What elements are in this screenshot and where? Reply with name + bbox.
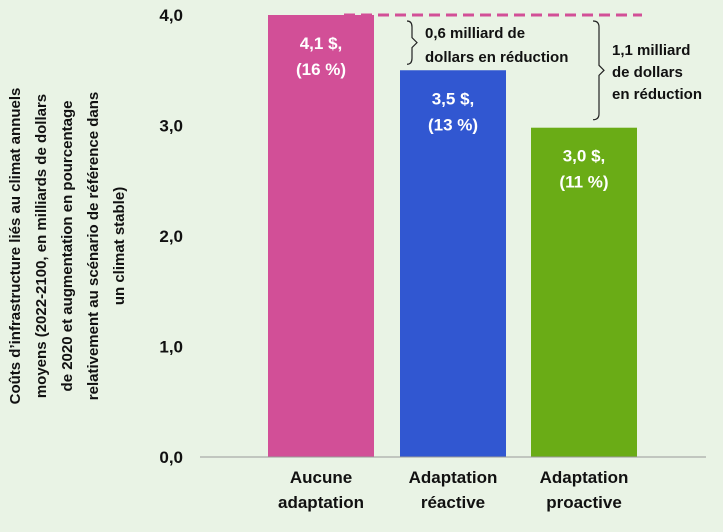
y-tick-label: 4,0 (159, 6, 183, 25)
x-category-label: proactive (546, 493, 622, 512)
y-axis-title: Coûts d’infrastructure liés au climat an… (7, 88, 128, 405)
x-category-label: Adaptation (409, 468, 498, 487)
annotation-text-reactive: dollars en réduction (425, 49, 568, 66)
y-axis-ticks: 0,0 1,0 2,0 3,0 4,0 (159, 6, 183, 467)
x-category-label: réactive (421, 493, 485, 512)
y-axis-title-line: moyens (2022-2100, en milliards de dolla… (33, 94, 50, 398)
y-axis-title-line: de 2020 et augmentation en pourcentage (59, 101, 76, 392)
y-axis-title-line: Coûts d’infrastructure liés au climat an… (7, 88, 24, 405)
bars: 4,1 $, (16 %) 3,5 $, (13 %) 3,0 $, (11 %) (268, 15, 637, 458)
x-category-label: Aucune (290, 468, 352, 487)
bar-data-label: (11 %) (559, 173, 608, 192)
brace-icon (406, 20, 418, 65)
bar (400, 70, 506, 457)
annotation-text-proactive: en réduction (612, 86, 702, 103)
annotation-text-proactive: 1,1 milliard (612, 42, 690, 59)
y-tick-label: 3,0 (159, 117, 183, 136)
y-axis-title-lines: Coûts d’infrastructure liés au climat an… (7, 88, 128, 405)
brace-icon (592, 20, 605, 121)
x-category-label: adaptation (278, 493, 364, 512)
x-axis-categories: Aucune adaptation Adaptation réactive Adapta… (278, 468, 628, 512)
x-category-label: Adaptation (540, 468, 629, 487)
bar-data-label: 3,0 $, (563, 147, 606, 166)
bar-data-label: 4,1 $, (300, 34, 343, 53)
bar (268, 15, 374, 457)
bar-data-label: (16 %) (296, 60, 346, 79)
y-tick-label: 0,0 (159, 448, 183, 467)
bar (531, 127, 637, 458)
y-axis-title-line: un climat stable) (111, 187, 128, 305)
annotation-text-proactive: de dollars (612, 64, 683, 81)
y-axis-title-line: relativement au scénario de référence da… (85, 92, 102, 400)
annotations: 0,6 milliard de dollars en réduction 1,1 m… (406, 20, 702, 121)
y-tick-label: 2,0 (159, 227, 183, 246)
bar-data-label: (13 %) (428, 115, 478, 134)
y-tick-label: 1,0 (159, 338, 183, 357)
annotation-text-reactive: 0,6 milliard de (425, 25, 525, 42)
bar-data-label: 3,5 $, (432, 89, 475, 108)
